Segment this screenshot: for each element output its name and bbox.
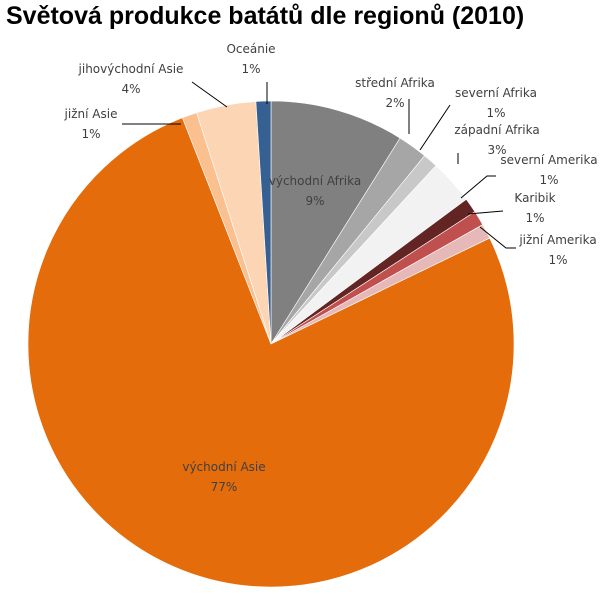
slice-value-label: 4%: [121, 82, 140, 96]
chart-title: Světová produkce batátů dle regionů (201…: [6, 2, 525, 30]
slice-label: jihovýchodní Asie: [78, 62, 184, 76]
pie-labels: východní Afrika 9% střední Afrika 2% severní…: [64, 42, 598, 494]
pie-slice: [255, 100, 272, 345]
slice-label: střední Afrika: [355, 76, 435, 90]
slice-label: Karibik: [514, 191, 555, 205]
pie-slice: [270, 100, 401, 346]
leader-line: [191, 81, 228, 108]
leader-line: [467, 210, 504, 215]
slice-value-label: 1%: [81, 127, 100, 141]
pie-slices: [27, 100, 515, 588]
slice-label: severní Afrika: [455, 86, 537, 100]
slice-value-label: 9%: [305, 194, 324, 208]
slice-label: jižní Asie: [64, 107, 118, 121]
slice-value-label: 1%: [539, 173, 558, 187]
slice-value-label: 3%: [487, 143, 506, 157]
slice-value-label: 1%: [525, 211, 544, 225]
slice-value-label: 1%: [486, 106, 505, 120]
pie-slice: [27, 117, 515, 588]
slice-label: Oceánie: [226, 42, 275, 56]
slice-value-label: 2%: [385, 96, 404, 110]
slice-label: severní Amerika: [500, 153, 597, 167]
slice-label: východní Asie: [182, 460, 265, 474]
slice-label: východní Afrika: [269, 174, 361, 188]
slice-value-label: 77%: [211, 480, 238, 494]
leader-line: [460, 175, 496, 199]
leader-line: [479, 226, 516, 249]
leader-line: [419, 104, 451, 151]
slice-value-label: 1%: [548, 253, 567, 267]
slice-label: jižní Amerika: [518, 233, 596, 247]
slice-label: západní Afrika: [454, 123, 539, 137]
slice-value-label: 1%: [241, 62, 260, 76]
